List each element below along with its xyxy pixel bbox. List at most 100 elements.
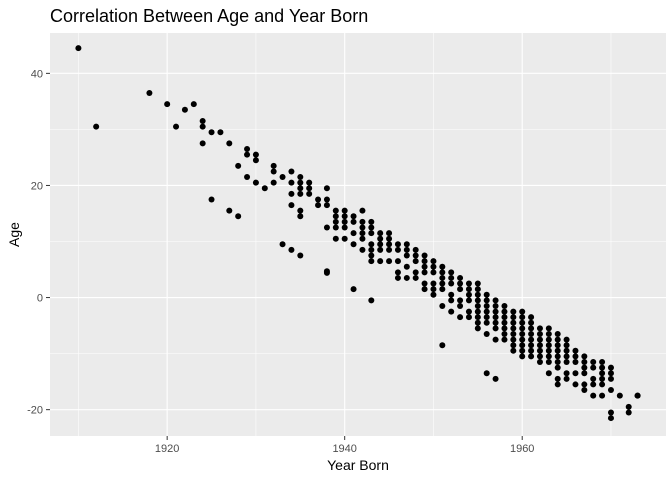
- data-point: [563, 375, 570, 382]
- data-point: [323, 224, 330, 231]
- data-point: [510, 308, 517, 315]
- data-point: [448, 269, 455, 276]
- data-point: [545, 359, 552, 366]
- data-point: [554, 359, 561, 366]
- data-point: [572, 370, 579, 377]
- data-point: [350, 218, 357, 225]
- data-point: [501, 319, 508, 326]
- data-point: [545, 342, 552, 349]
- data-point: [528, 342, 535, 349]
- data-point: [581, 359, 588, 366]
- data-point: [457, 297, 464, 304]
- data-point: [359, 218, 366, 225]
- data-point: [252, 151, 259, 158]
- data-point: [394, 241, 401, 248]
- data-point: [323, 185, 330, 192]
- data-point: [403, 252, 410, 259]
- x-axis-title: Year Born: [327, 457, 389, 473]
- data-point: [306, 179, 313, 186]
- data-point: [394, 246, 401, 253]
- data-point: [208, 196, 215, 203]
- data-point: [75, 45, 82, 52]
- data-point: [439, 342, 446, 349]
- data-point: [492, 319, 499, 326]
- data-point: [368, 252, 375, 259]
- data-point: [315, 196, 322, 203]
- data-point: [341, 224, 348, 231]
- data-point: [288, 168, 295, 175]
- data-point: [297, 207, 304, 214]
- data-point: [288, 246, 295, 253]
- data-point: [519, 319, 526, 326]
- data-point: [368, 230, 375, 237]
- data-point: [554, 347, 561, 354]
- data-point: [465, 280, 472, 287]
- y-tick-label: 40: [31, 68, 43, 80]
- data-point: [528, 347, 535, 354]
- data-point: [457, 314, 464, 321]
- data-point: [572, 381, 579, 388]
- data-point: [607, 370, 614, 377]
- data-point: [483, 302, 490, 309]
- data-point: [572, 359, 579, 366]
- minor-gridlines: [50, 33, 666, 436]
- data-point: [501, 308, 508, 315]
- data-point: [465, 308, 472, 315]
- data-point: [297, 190, 304, 197]
- data-point: [386, 230, 393, 237]
- data-point: [465, 314, 472, 321]
- data-point: [465, 291, 472, 298]
- data-point: [554, 342, 561, 349]
- data-point: [403, 274, 410, 281]
- data-point: [474, 280, 481, 287]
- data-point: [528, 325, 535, 332]
- data-point: [581, 381, 588, 388]
- data-point: [439, 286, 446, 293]
- data-point: [563, 342, 570, 349]
- data-point: [394, 269, 401, 276]
- data-point: [581, 387, 588, 394]
- data-point: [554, 336, 561, 343]
- data-point: [412, 258, 419, 265]
- data-point: [279, 241, 286, 248]
- data-point: [536, 342, 543, 349]
- data-point: [599, 375, 606, 382]
- data-point: [226, 207, 233, 214]
- data-point: [430, 291, 437, 298]
- data-point: [554, 330, 561, 337]
- data-point: [252, 157, 259, 164]
- data-point: [465, 297, 472, 304]
- data-point: [297, 213, 304, 220]
- data-point: [474, 325, 481, 332]
- data-point: [350, 230, 357, 237]
- data-point: [252, 179, 259, 186]
- data-point: [492, 325, 499, 332]
- chart-title: Correlation Between Age and Year Born: [50, 6, 368, 26]
- data-point: [607, 364, 614, 371]
- data-point: [323, 202, 330, 209]
- data-point: [421, 269, 428, 276]
- data-point: [536, 353, 543, 360]
- data-point: [545, 336, 552, 343]
- data-point: [545, 353, 552, 360]
- data-point: [457, 280, 464, 287]
- data-point: [377, 258, 384, 265]
- data-point: [607, 387, 614, 394]
- data-point: [412, 274, 419, 281]
- data-point: [528, 314, 535, 321]
- data-point: [519, 353, 526, 360]
- data-point: [483, 314, 490, 321]
- data-point: [377, 235, 384, 242]
- data-point: [519, 308, 526, 315]
- data-point: [412, 246, 419, 253]
- data-point: [599, 359, 606, 366]
- data-point: [394, 258, 401, 265]
- data-point: [421, 258, 428, 265]
- data-point: [270, 179, 277, 186]
- data-point: [261, 185, 268, 192]
- data-point: [483, 291, 490, 298]
- data-point: [501, 336, 508, 343]
- data-point: [93, 123, 100, 130]
- data-point: [634, 392, 641, 399]
- data-point: [297, 252, 304, 259]
